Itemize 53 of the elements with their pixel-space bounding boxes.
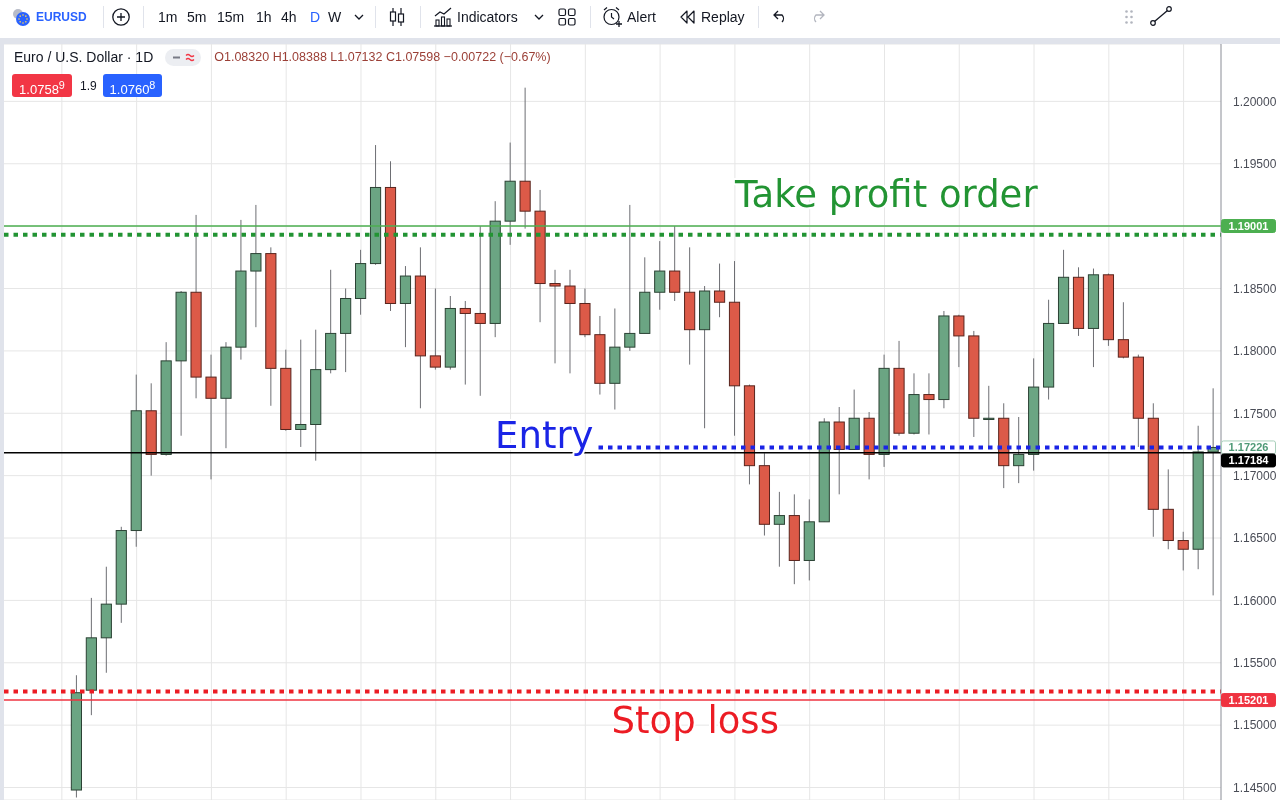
- ref-line-label: 1.17184: [1228, 454, 1270, 467]
- candlestick: [295, 339, 307, 448]
- text: 15m: [217, 9, 245, 25]
- candlestick: [250, 204, 262, 328]
- text: 1m: [158, 9, 178, 25]
- y-tick-label: 1.16000: [1233, 593, 1277, 608]
- text: 5m: [187, 9, 207, 25]
- ref-line-label: 1.15201: [1228, 694, 1269, 707]
- candlestick: [429, 288, 441, 371]
- candlestick: [669, 225, 681, 302]
- y-tick-label: 1.19500: [1233, 157, 1277, 172]
- ref-line-label: Entry: [495, 414, 594, 458]
- candlestick: [459, 300, 471, 386]
- y-tick-label: 1.18000: [1233, 344, 1277, 359]
- candlestick: [923, 372, 935, 435]
- annotation: 1.0760$^{8}$: [109, 79, 156, 98]
- y-tick-label: 1.16500: [1233, 531, 1277, 546]
- y-tick-label: 1.15500: [1233, 656, 1277, 671]
- text: 1.17226: [1228, 441, 1269, 454]
- text: O1.08320 H1.08388 L1.07132 C1.07598 −0.00722 (−0.67%): [214, 50, 551, 64]
- y-tick-label: 1.17500: [1233, 406, 1277, 421]
- text: Alert: [627, 9, 656, 25]
- candlestick: [1013, 416, 1025, 484]
- annotation: 1.0758$^{9}$: [19, 79, 65, 98]
- candlestick: [953, 314, 965, 368]
- candlestick: [549, 269, 561, 364]
- candlestick: [1117, 301, 1129, 359]
- candlestick: [773, 491, 785, 568]
- ref-line-label: 1.19001: [1228, 220, 1269, 233]
- candlestick: [1177, 531, 1189, 571]
- candlestick: [564, 269, 576, 374]
- text: Replay: [701, 9, 745, 25]
- y-tick-label: 1.17000: [1233, 468, 1277, 483]
- candlestick: [713, 263, 726, 318]
- text: 4h: [281, 9, 297, 25]
- text: W: [328, 9, 342, 25]
- y-tick-label: 1.18500: [1233, 281, 1277, 296]
- candlestick: [983, 385, 995, 448]
- y-tick-label: 1.20000: [1233, 94, 1277, 109]
- candlestick: [474, 225, 486, 397]
- y-tick-label: 1.14500: [1233, 780, 1277, 795]
- ref-line-label: Stop loss: [611, 699, 779, 743]
- text: EURUSD: [36, 10, 87, 24]
- text: D: [310, 9, 321, 25]
- chart-title: Euro / U.S. Dollar · 1D: [14, 49, 154, 65]
- annotation: 1.9: [80, 79, 97, 93]
- ref-line-label: Take profit order: [734, 172, 1039, 216]
- candlestick: [654, 240, 666, 311]
- text: Indicators: [457, 9, 518, 25]
- y-tick-label: 1.15000: [1233, 718, 1277, 733]
- candlestick: [205, 354, 217, 480]
- text: 1h: [256, 9, 272, 25]
- candlestick: [624, 204, 636, 352]
